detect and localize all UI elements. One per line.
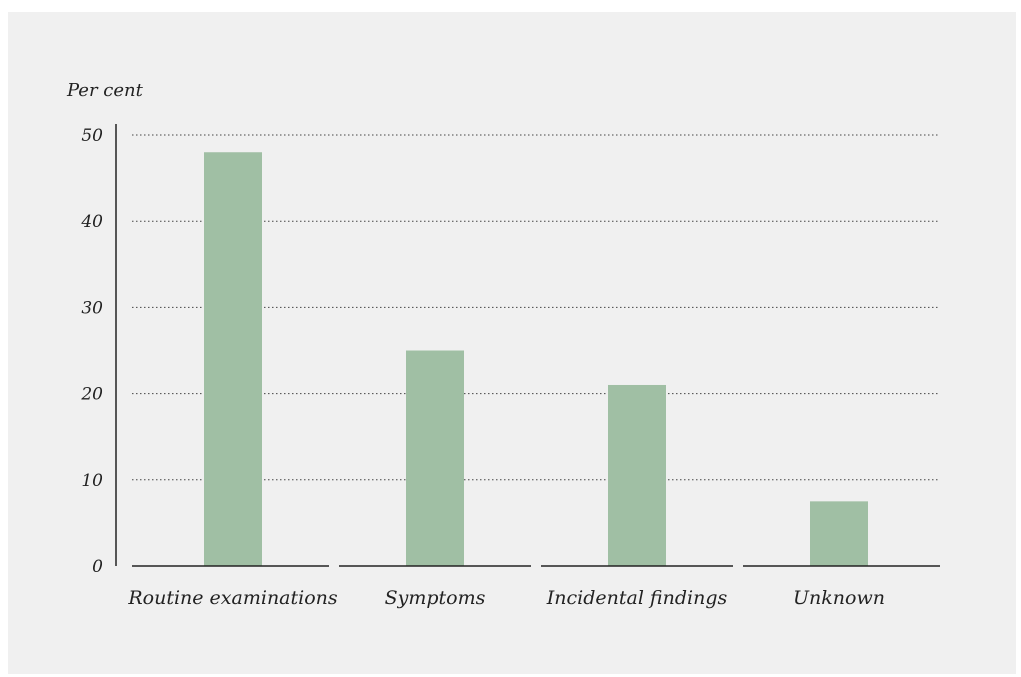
- y-tick-label: 10: [81, 471, 103, 491]
- y-tick-label: 0: [92, 557, 103, 577]
- bar: [810, 501, 868, 566]
- x-category-label: Incidental findings: [546, 587, 728, 609]
- y-tick-label: 30: [81, 298, 103, 318]
- x-category-label: Symptoms: [385, 587, 486, 609]
- y-axis-label: Per cent: [66, 80, 144, 101]
- y-tick-label: 20: [80, 385, 103, 405]
- bar: [406, 350, 464, 566]
- x-category-label: Unknown: [793, 587, 885, 609]
- bar: [204, 152, 262, 567]
- x-category-label: Routine examinations: [127, 587, 338, 609]
- y-tick-label: 50: [81, 126, 103, 146]
- bar: [608, 384, 666, 566]
- y-tick-label: 40: [80, 212, 103, 232]
